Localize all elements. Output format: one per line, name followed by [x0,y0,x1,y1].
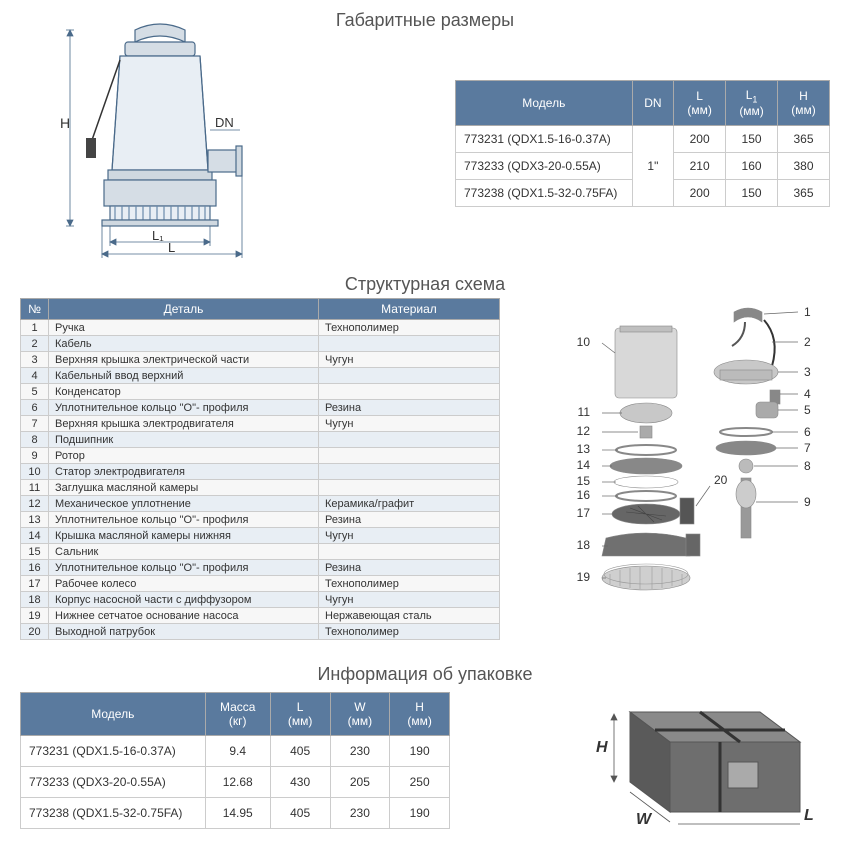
box-label-l: L [804,807,814,824]
callout: 20 [714,473,728,487]
t1-h-dn: DN [632,81,674,126]
package-box-drawing: H W L [560,692,820,842]
table-row: 8Подшипник [21,432,500,448]
t2-h-mat: Материал [319,299,500,320]
table-row: 14Крышка масляной камеры нижняяЧугун [21,528,500,544]
table-row: 17Рабочее колесоТехнополимер [21,576,500,592]
t3-h-mass: Масса(кг) [205,693,270,736]
table-row: 7Верхняя крышка электродвигателяЧугун [21,416,500,432]
callout: 9 [804,495,811,509]
callout: 13 [577,442,591,456]
table-row: 20Выходной патрубокТехнополимер [21,624,500,640]
parts-table: № Деталь Материал 1РучкаТехнополимер2Каб… [20,298,500,640]
table-row: 2Кабель [21,336,500,352]
callout: 10 [577,335,591,349]
packaging-table: Модель Масса(кг) L(мм) W(мм) H(мм) 77323… [20,692,450,829]
callout: 14 [577,458,591,472]
table-row: 773231 (QDX1.5-16-0.37A) 9.4 405 230 190 [21,736,450,767]
t2-h-n: № [21,299,49,320]
table-row: 15Сальник [21,544,500,560]
callout: 16 [577,488,591,502]
callout: 8 [804,459,811,473]
table-row: 11Заглушка масляной камеры [21,480,500,496]
section-dimensions: Габаритные размеры [0,0,850,266]
t3-h-l: L(мм) [270,693,330,736]
table-row: 5Конденсатор [21,384,500,400]
callout: 7 [804,441,811,455]
dim-label-h: H [60,115,70,131]
table-row: 18Корпус насосной части с диффузоромЧугу… [21,592,500,608]
section-structure: Структурная схема № Деталь Материал 1Руч… [0,266,850,656]
dim-label-l: L [168,240,175,255]
t1-h-hh: H(мм) [778,81,830,126]
table-row: 13Уплотнительное кольцо "О"- профиляРези… [21,512,500,528]
table-row: 3Верхняя крышка электрической частиЧугун [21,352,500,368]
t3-h-w: W(мм) [330,693,390,736]
callout: 17 [577,506,591,520]
table-row: 16Уплотнительное кольцо "О"- профиляРези… [21,560,500,576]
callout: 2 [804,335,811,349]
box-label-w: W [636,811,653,828]
callout: 3 [804,365,811,379]
t1-h-l: L(мм) [674,81,726,126]
pump-dimension-drawing: H DN L₁ L [40,20,280,260]
t2-h-part: Деталь [49,299,319,320]
table-row: 773231 (QDX1.5-16-0.37A) 1" 200 150 365 [456,126,830,153]
callout: 19 [577,570,591,584]
callout: 15 [577,474,591,488]
callout: 11 [578,405,591,419]
callout: 12 [577,424,591,438]
table-row: 773238 (QDX1.5-32-0.75FA) 14.95 405 230 … [21,798,450,829]
callout: 18 [577,538,591,552]
callout: 4 [804,387,811,401]
section-packaging: Информация об упаковке Модель Масса(кг) … [0,656,850,846]
callout: 1 [804,305,811,319]
table-row: 4Кабельный ввод верхний [21,368,500,384]
t3-h-h: H(мм) [390,693,450,736]
table-row: 9Ротор [21,448,500,464]
box-label-h: H [596,739,608,756]
dim-label-l1: L₁ [152,228,164,243]
callout: 5 [804,403,811,417]
table-row: 19Нижнее сетчатое основание насосаНержав… [21,608,500,624]
table-row: 12Механическое уплотнениеКерамика/графит [21,496,500,512]
table-row: 1РучкаТехнополимер [21,320,500,336]
dim-label-dn: DN [215,115,234,130]
callout: 6 [804,425,811,439]
t1-h-l1: L1(мм) [726,81,778,126]
t1-h-model: Модель [456,81,633,126]
table-row: 6Уплотнительное кольцо "О"- профиляРезин… [21,400,500,416]
dimensions-table: Модель DN L(мм) L1(мм) H(мм) 773231 (QDX… [455,80,830,207]
t3-h-model: Модель [21,693,206,736]
table-row: 773233 (QDX3-20-0.55A) 12.68 430 205 250 [21,767,450,798]
table-row: 10Статор электродвигателя [21,464,500,480]
section2-title: Структурная схема [0,274,850,295]
exploded-view-drawing: 10 11 12 13 14 15 16 17 18 19 20 1 2 3 4… [510,298,830,648]
section3-title: Информация об упаковке [0,664,850,685]
